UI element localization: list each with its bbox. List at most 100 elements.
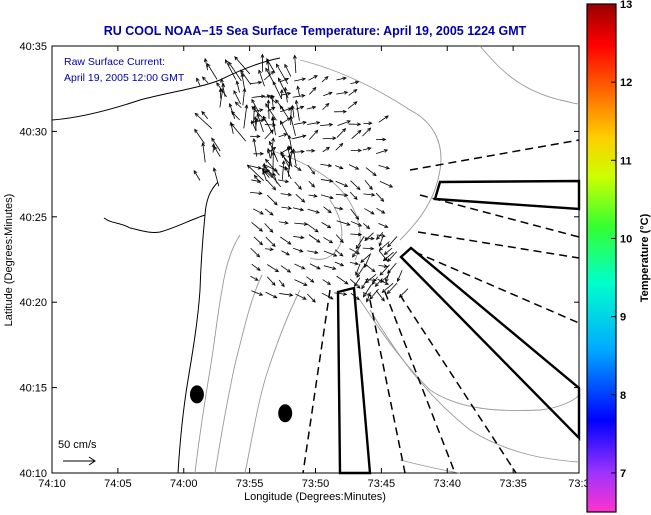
current-vector [292, 207, 305, 212]
current-vector [220, 78, 226, 97]
current-vector [211, 137, 221, 152]
current-vector [251, 98, 260, 113]
current-vector [251, 222, 263, 232]
current-vector [240, 72, 246, 90]
current-vector [321, 222, 332, 229]
current-vector [293, 54, 297, 74]
current-vector [265, 236, 276, 247]
y-tick-label: 40:15 [19, 383, 47, 395]
current-vector [307, 208, 320, 214]
colorbar-ticks: 13 12 11 10 9 8 7 [611, 0, 632, 480]
current-vector [266, 179, 277, 191]
colorbar-tick-label: 9 [620, 312, 626, 324]
current-vector [265, 67, 276, 86]
current-vector [294, 181, 302, 190]
current-vector [334, 109, 347, 114]
current-vector [279, 89, 284, 99]
current-vector [387, 251, 398, 263]
current-vector [379, 180, 394, 188]
site-marker [189, 385, 204, 404]
current-vector [334, 206, 344, 211]
current-vector [351, 129, 362, 139]
current-vector [271, 151, 276, 177]
current-vector [278, 133, 288, 138]
current-vector [378, 236, 384, 247]
current-vector [251, 263, 261, 271]
current-vector [308, 193, 318, 198]
current-vector [349, 248, 361, 255]
current-vector [335, 234, 344, 244]
current-vector [266, 99, 271, 119]
colorbar-tick-label: 11 [620, 155, 632, 167]
x-axis: 74:10 74:05 74:00 73:55 73:50 73:45 73:40 73:35… [38, 46, 590, 490]
current-vector [349, 191, 358, 201]
current-vector [362, 246, 375, 251]
x-tick-label: 74:05 [104, 478, 132, 490]
current-vector [387, 236, 398, 248]
current-vector [306, 105, 317, 110]
current-vector [348, 164, 360, 170]
scale-arrow [63, 456, 96, 466]
current-vector [266, 57, 276, 74]
current-vector [376, 231, 384, 240]
current-vector [376, 137, 387, 142]
x-tick-label: 73:50 [302, 478, 330, 490]
current-vector [280, 146, 292, 154]
current-vector [264, 208, 274, 216]
current-vector [240, 69, 252, 85]
current-vector [294, 149, 305, 154]
current-vector [309, 129, 319, 140]
chart-title: RU COOL NOAA−15 Sea Surface Temperature:… [104, 24, 527, 38]
current-vector [201, 76, 209, 84]
current-vector [234, 101, 242, 109]
current-vector [279, 293, 294, 297]
current-vector [348, 122, 362, 127]
current-vector [335, 142, 344, 151]
current-vector [250, 275, 259, 281]
current-vector [362, 284, 372, 298]
current-vector [348, 89, 358, 96]
current-vector [360, 253, 372, 263]
colorbar-tick-label: 7 [620, 468, 626, 480]
current-vector [294, 99, 300, 121]
current-vector [350, 232, 363, 237]
current-vector [336, 128, 347, 138]
current-vector [252, 105, 257, 124]
current-vector [308, 180, 316, 188]
current-vector [334, 249, 344, 257]
current-vector [253, 151, 265, 156]
current-vector [364, 179, 373, 191]
current-vector [279, 105, 289, 119]
current-vector [378, 115, 389, 123]
current-vector [307, 293, 316, 303]
current-vector [306, 223, 319, 233]
current-vector [380, 275, 389, 283]
x-tick-label: 73:55 [236, 478, 264, 490]
current-vector [361, 277, 369, 290]
current-vector [307, 250, 319, 255]
y-tick-label: 40:30 [19, 126, 47, 138]
current-vector [230, 122, 247, 142]
colorbar-tick-label: 10 [620, 233, 632, 245]
current-vector [295, 105, 305, 110]
scale-label: 50 cm/s [58, 439, 97, 451]
current-vector [350, 148, 362, 153]
current-vector [306, 148, 316, 153]
current-vector [292, 94, 306, 98]
current-vector [371, 276, 378, 285]
current-vector [350, 180, 361, 191]
current-vector [322, 136, 337, 141]
coastline-contours [51, 45, 580, 474]
current-vector [321, 292, 334, 300]
current-vector [355, 236, 365, 250]
current-vector [233, 89, 241, 105]
current-vector [264, 247, 274, 252]
current-vector [275, 99, 285, 111]
current-vector [323, 206, 332, 214]
current-vector [320, 194, 334, 200]
current-vector [387, 262, 397, 274]
current-vector [280, 117, 292, 125]
current-vector [350, 221, 363, 227]
y-tick-label: 40:25 [19, 212, 47, 224]
current-vector [322, 146, 331, 153]
